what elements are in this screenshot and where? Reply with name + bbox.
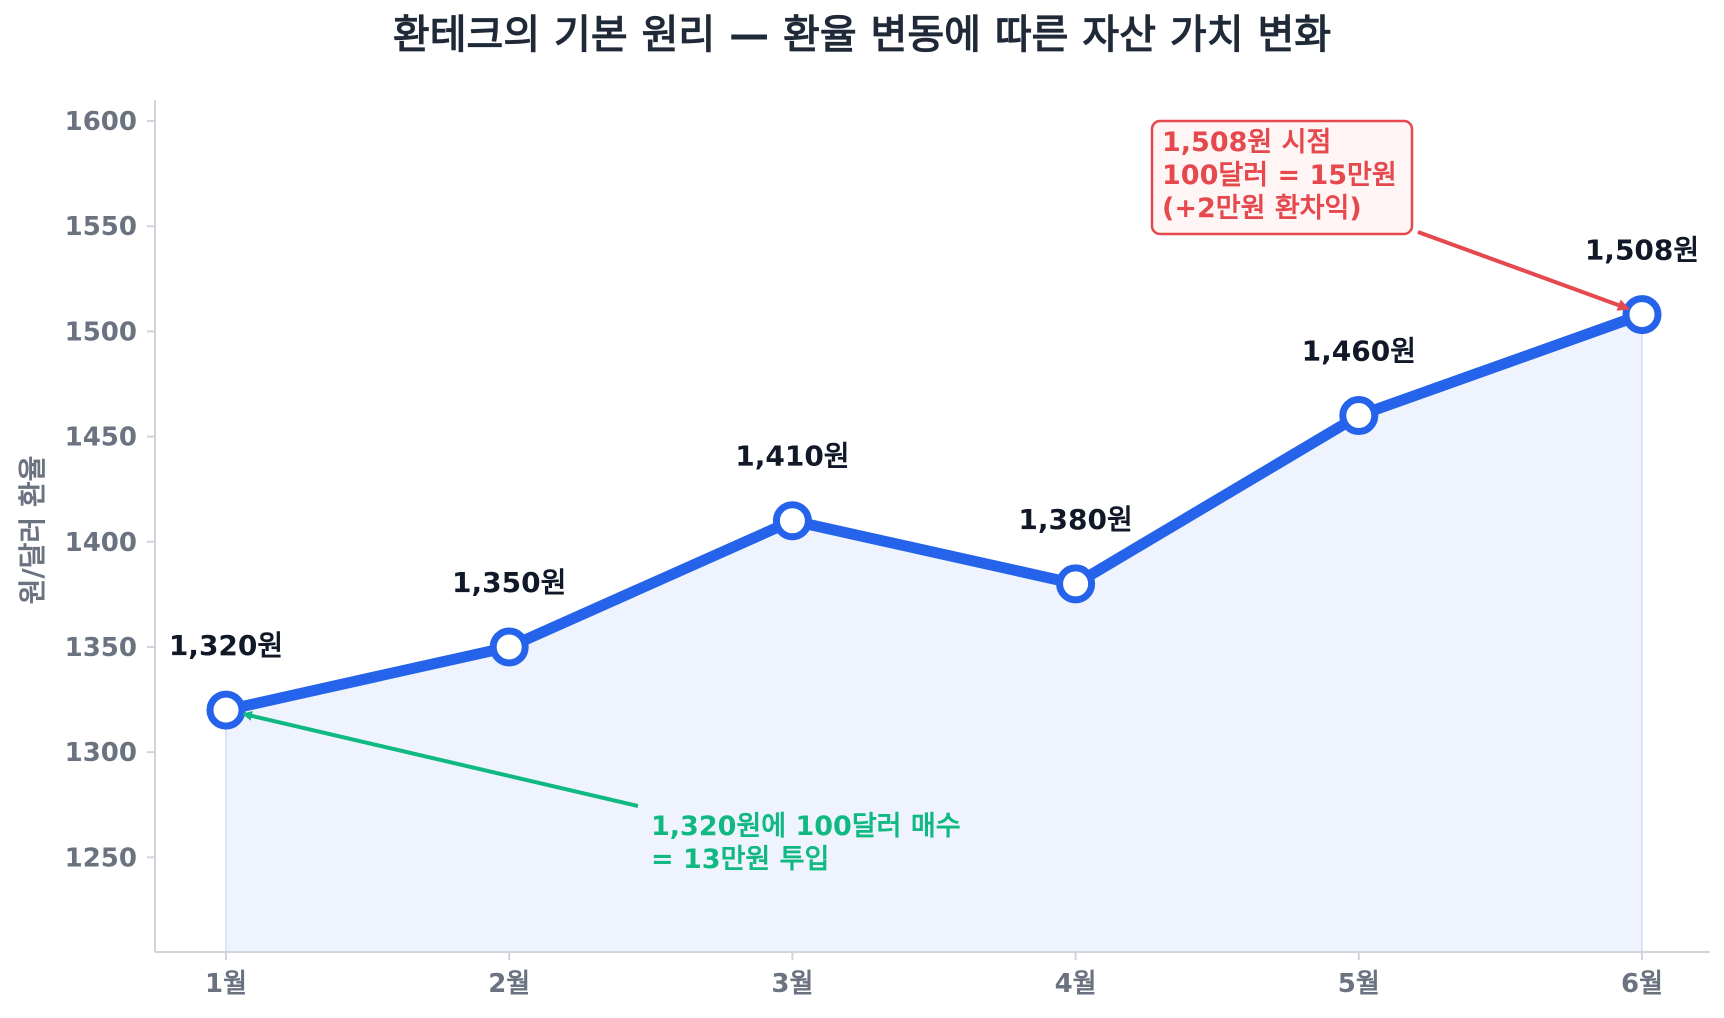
x-tick-label: 3월 [771, 969, 813, 999]
x-tick-label: 6월 [1621, 969, 1663, 999]
y-tick-label: 1250 [65, 843, 137, 873]
y-tick-label: 1600 [65, 107, 137, 137]
data-points [206, 295, 1662, 730]
data-label: 1,350원 [452, 566, 566, 599]
data-point [489, 627, 529, 667]
sell-annotation-line-2: 100달러 = 15만원 [1162, 160, 1397, 191]
data-label: 1,460원 [1302, 335, 1416, 368]
sell-annotation: 1,508원 시점 100달러 = 15만원 (+2만원 환차익) [1150, 119, 1630, 311]
data-point [1056, 564, 1096, 604]
data-label: 1,410원 [735, 440, 849, 473]
y-tick-label: 1400 [65, 528, 137, 558]
y-axis-label: 원/달러 환율 [16, 456, 49, 605]
data-label: 1,508원 [1585, 234, 1699, 267]
area-fill [225, 313, 1643, 953]
data-labels: 1,320원 1,350원 1,410원 1,380원 1,460원 1,508원 [169, 234, 1699, 662]
y-tick-label: 1350 [65, 633, 137, 663]
sell-annotation-arrow [1417, 230, 1630, 311]
x-tick-label: 1월 [205, 969, 247, 999]
sell-annotation-line-3: (+2만원 환차익) [1162, 193, 1362, 224]
sell-annotation-line-1: 1,508원 시점 [1162, 127, 1331, 158]
y-tick-label: 1550 [65, 212, 137, 242]
chart-title: 환테크의 기본 원리 — 환율 변동에 따른 자산 가치 변화 [393, 12, 1331, 58]
data-label: 1,380원 [1018, 503, 1132, 536]
data-point [206, 690, 246, 730]
data-point [772, 501, 812, 541]
buy-annotation-line-1: 1,320원에 100달러 매수 [651, 811, 961, 842]
sell-annotation-box [1150, 119, 1414, 236]
data-point [1622, 295, 1662, 335]
buy-annotation-line-2: = 13만원 투입 [651, 844, 829, 875]
data-point [1339, 396, 1379, 436]
buy-annotation: 1,320원에 100달러 매수 = 13만원 투입 [242, 711, 961, 875]
y-tick-label: 1300 [65, 738, 137, 768]
y-tick-label: 1500 [65, 317, 137, 347]
data-label: 1,320원 [169, 629, 283, 662]
y-ticks: 1250 1300 1350 1400 1450 1500 1550 1600 [65, 107, 155, 873]
x-ticks: 1월 2월 3월 4월 5월 6월 [205, 952, 1663, 999]
plot-area: 1250 1300 1350 1400 1450 1500 1550 1600 1월 2월 3월 4… [65, 100, 1710, 999]
x-tick-label: 2월 [488, 969, 530, 999]
y-tick-label: 1450 [65, 423, 137, 453]
series-line [220, 309, 1648, 716]
buy-annotation-arrow [242, 711, 639, 808]
x-tick-label: 5월 [1338, 969, 1380, 999]
x-tick-label: 4월 [1055, 969, 1097, 999]
